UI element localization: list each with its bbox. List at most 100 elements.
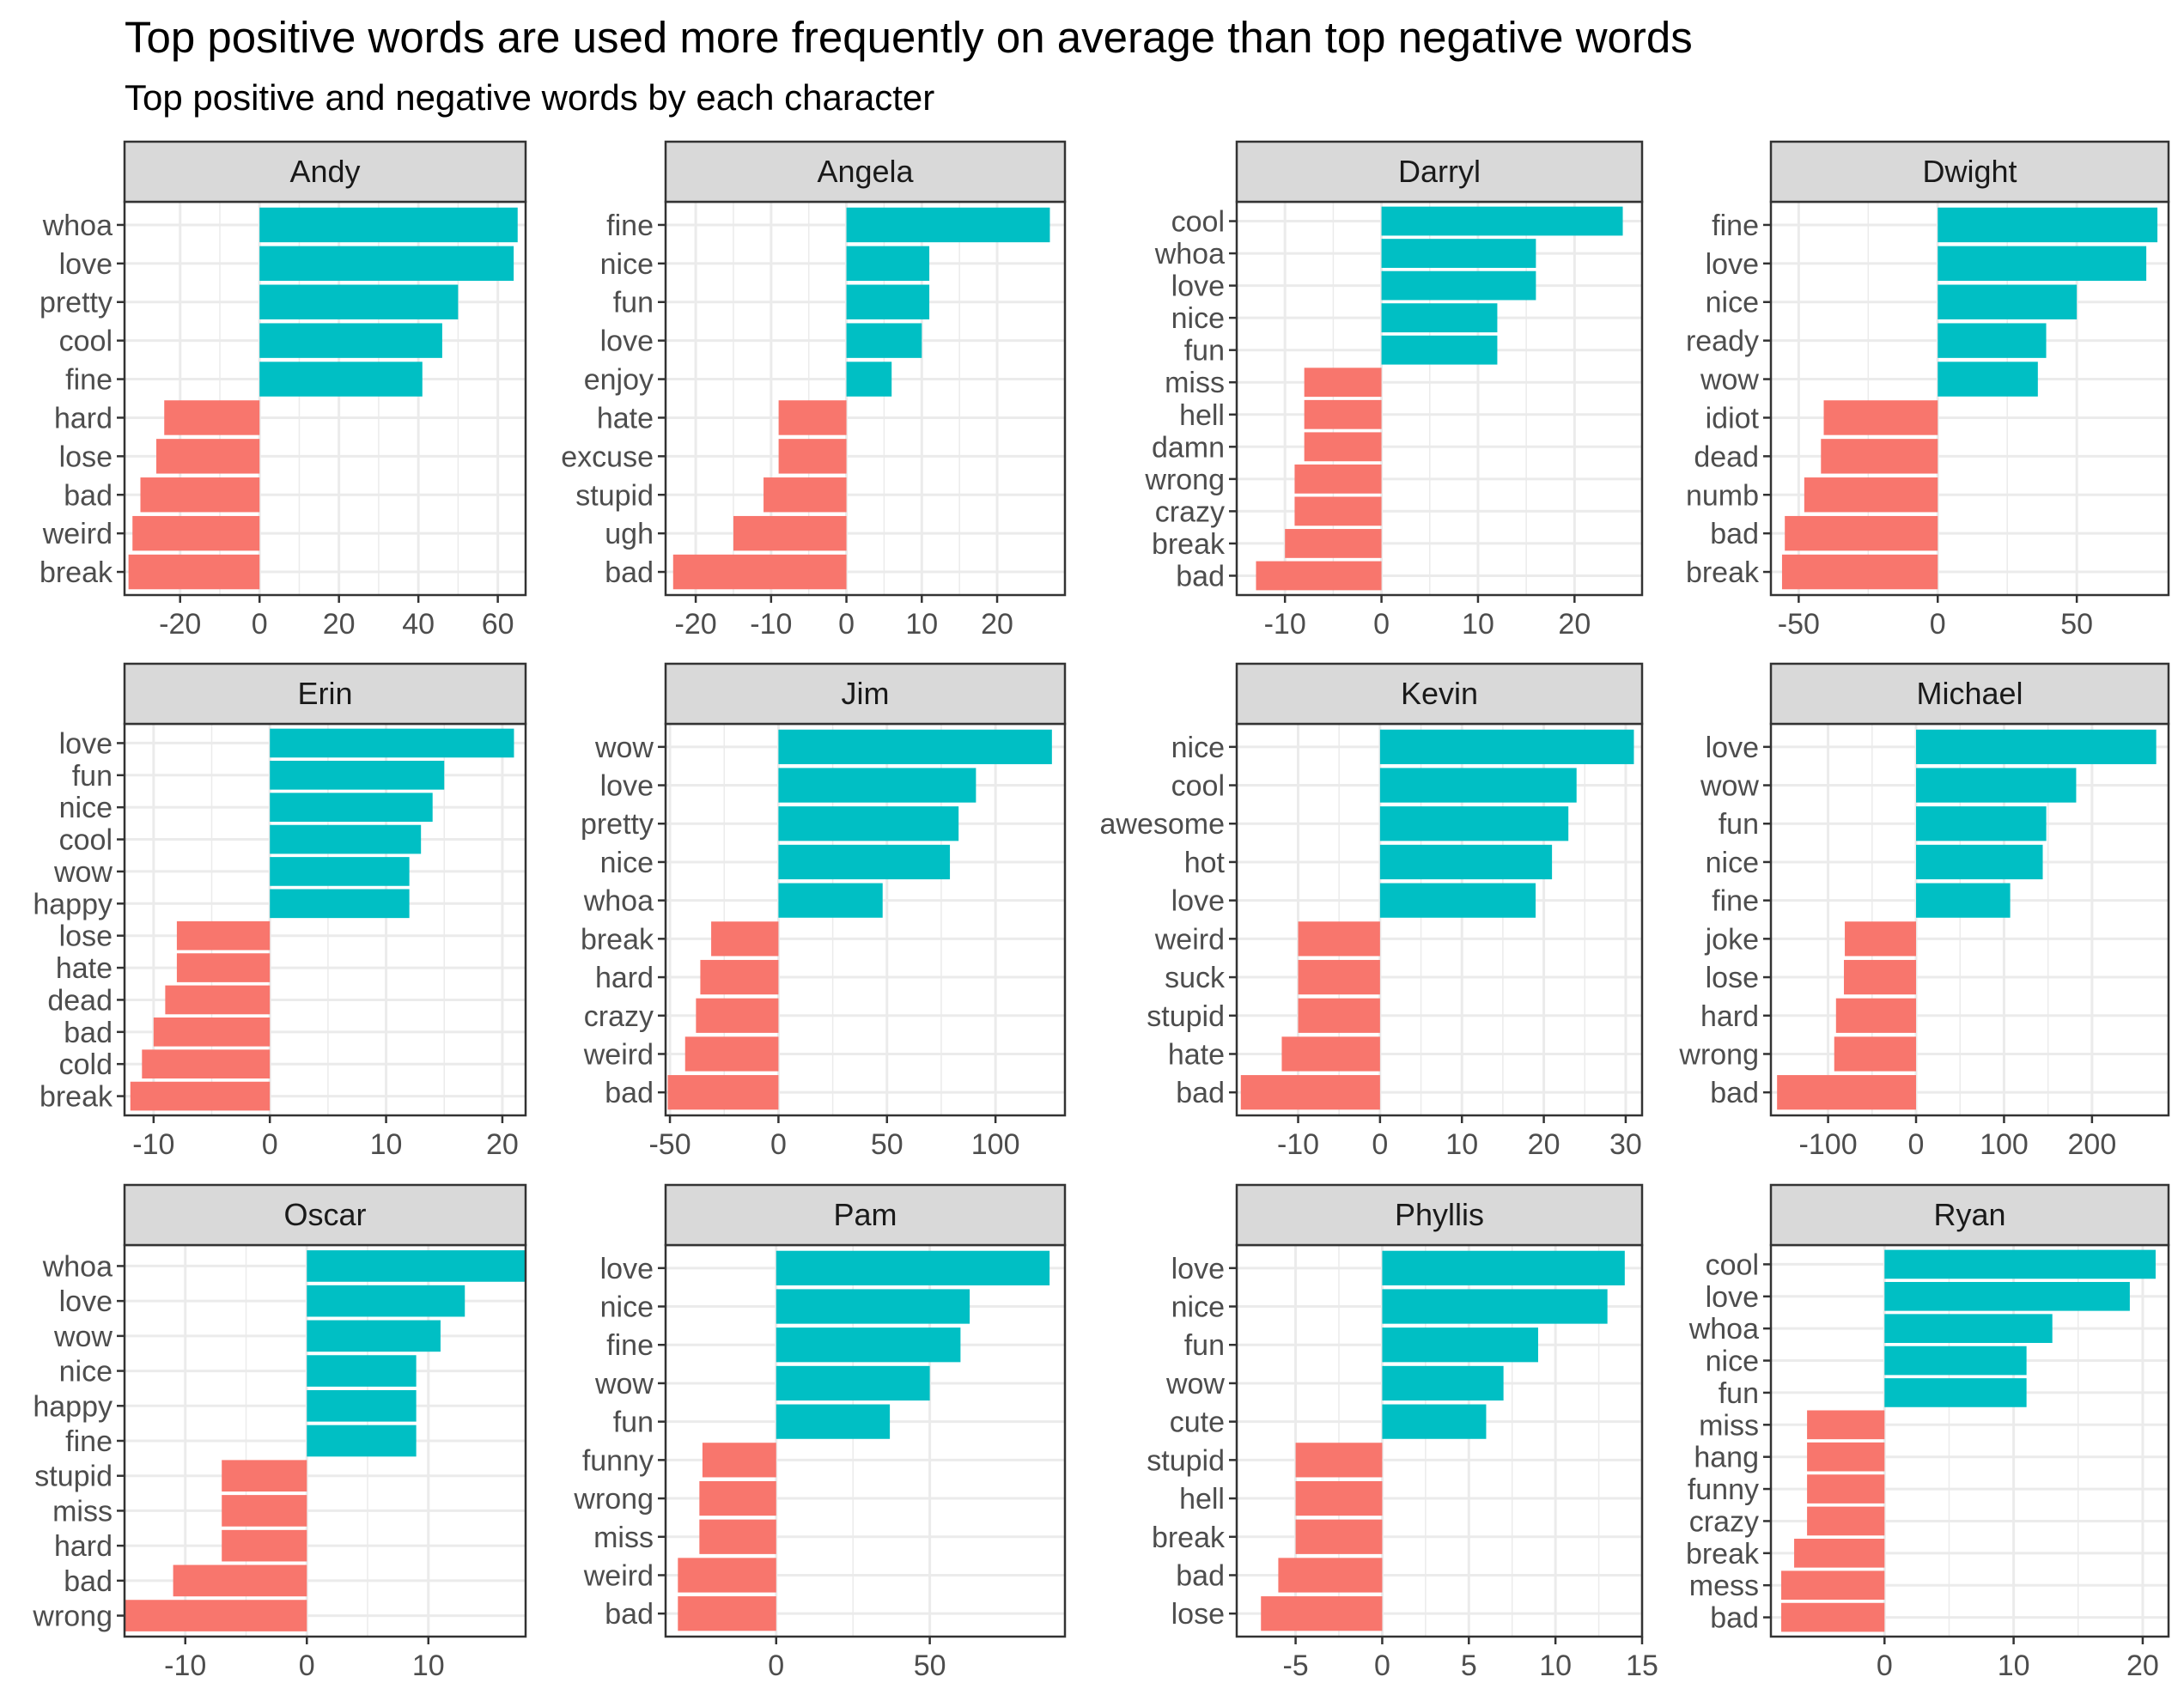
x-tick-label: 10: [1539, 1649, 1572, 1682]
bar-nice: [1884, 1346, 2027, 1376]
category-label: whoa: [42, 1250, 113, 1283]
bar-wrong: [699, 1480, 776, 1516]
bar-cute: [1382, 1404, 1487, 1439]
facet-label: Oscar: [283, 1197, 366, 1232]
bar-break: [1295, 1519, 1383, 1554]
bar-enjoy: [846, 361, 892, 397]
category-label: suck: [1165, 962, 1226, 994]
bar-love: [1884, 1281, 2130, 1311]
x-tick-label: 100: [1980, 1128, 2029, 1161]
category-label: dead: [1694, 440, 1759, 473]
bar-wow: [270, 857, 410, 886]
facet-strip: [123, 1183, 527, 1247]
facet-label: Ryan: [1933, 1197, 2005, 1232]
bar-nice: [1382, 1289, 1608, 1324]
bar-love: [307, 1285, 465, 1317]
bar-hard: [222, 1529, 307, 1562]
category-label: fun: [613, 287, 654, 319]
bar-lose: [1261, 1596, 1383, 1631]
category-label: stupid: [34, 1461, 113, 1493]
bar-idiot: [1823, 400, 1938, 435]
category-label: hell: [1179, 1483, 1225, 1516]
bar-miss: [222, 1495, 307, 1527]
category-label: weird: [583, 1559, 654, 1592]
bar-cool: [270, 824, 422, 854]
category-label: nice: [600, 248, 654, 281]
category-label: wow: [53, 856, 113, 889]
x-tick-label: 60: [482, 608, 514, 641]
category-label: cool: [59, 325, 113, 358]
bar-bad: [1240, 1075, 1380, 1110]
bar-nice: [307, 1355, 417, 1387]
bar-hard: [164, 400, 260, 435]
category-label: cute: [1170, 1406, 1225, 1439]
category-label: whoa: [583, 885, 654, 918]
category-label: weird: [42, 518, 113, 550]
category-label: bad: [1176, 560, 1225, 592]
x-tick-label: -20: [159, 608, 201, 641]
x-tick-label: 20: [2126, 1649, 2159, 1682]
category-label: hell: [1179, 399, 1225, 432]
bar-love: [1916, 729, 2157, 764]
bar-whoa: [1884, 1314, 2053, 1343]
category-label: wrong: [1678, 1038, 1759, 1071]
category-label: fine: [65, 1425, 113, 1458]
x-tick-label: 10: [905, 608, 938, 641]
facet-label: Andy: [289, 154, 360, 189]
category-label: wow: [53, 1321, 113, 1353]
x-tick-label: 50: [2060, 608, 2093, 641]
bar-bad: [173, 1564, 307, 1597]
bar-nice: [846, 246, 930, 282]
bar-break: [1794, 1539, 1885, 1568]
bar-stupid: [763, 477, 847, 513]
x-tick-label: 0: [299, 1649, 315, 1682]
facet-strip: [1235, 662, 1644, 726]
category-label: stupid: [1147, 1000, 1225, 1033]
x-tick-label: 0: [1930, 608, 1946, 641]
category-label: fun: [72, 760, 113, 793]
bar-funny: [1807, 1474, 1885, 1504]
category-label: nice: [600, 847, 654, 879]
category-label: fine: [65, 364, 113, 397]
bar-wow: [1916, 768, 2077, 803]
bar-wow: [1382, 1365, 1504, 1401]
bar-miss: [1304, 368, 1382, 398]
panel-dwight: Dwight fine love nice ready wow idiot dead numb b…: [1686, 140, 2170, 641]
chart-title: Top positive words are used more frequen…: [125, 13, 1693, 62]
bar-fun: [1884, 1378, 2027, 1407]
category-label: lose: [59, 440, 113, 473]
bar-miss: [1807, 1410, 1885, 1440]
category-label: idiot: [1706, 402, 1760, 434]
category-label: break: [40, 1081, 113, 1114]
bar-funny: [702, 1443, 776, 1478]
category-label: nice: [1706, 1346, 1759, 1378]
category-label: hard: [54, 1530, 113, 1563]
category-label: crazy: [584, 1000, 654, 1033]
bar-weird: [684, 1036, 779, 1072]
x-tick-label: 20: [1558, 608, 1591, 641]
category-label: bad: [1176, 1077, 1225, 1109]
category-label: nice: [59, 1356, 113, 1388]
x-tick-label: 100: [971, 1128, 1020, 1161]
bar-fine: [1938, 207, 2158, 243]
category-label: bad: [605, 1598, 654, 1631]
x-tick-label: 10: [1445, 1128, 1478, 1161]
bar-dead: [165, 985, 271, 1015]
category-label: enjoy: [584, 364, 654, 397]
x-tick-label: 50: [914, 1649, 946, 1682]
facet-label: Pam: [833, 1197, 897, 1232]
bar-wrong: [1834, 1036, 1917, 1072]
category-label: cool: [59, 824, 113, 857]
panel-ryan: Ryan coollovewhoanicefunmisshangfunnycraz…: [1686, 1183, 2170, 1682]
category-label: weird: [583, 1038, 654, 1071]
bar-wow: [307, 1320, 441, 1352]
bar-weird: [1298, 921, 1380, 957]
x-tick-label: 50: [871, 1128, 903, 1161]
category-label: hot: [1184, 847, 1226, 879]
bar-bad: [667, 1075, 779, 1110]
category-label: fine: [1712, 885, 1759, 918]
bar-nice: [270, 793, 433, 822]
category-label: stupid: [575, 479, 654, 512]
bar-bad: [678, 1596, 776, 1631]
